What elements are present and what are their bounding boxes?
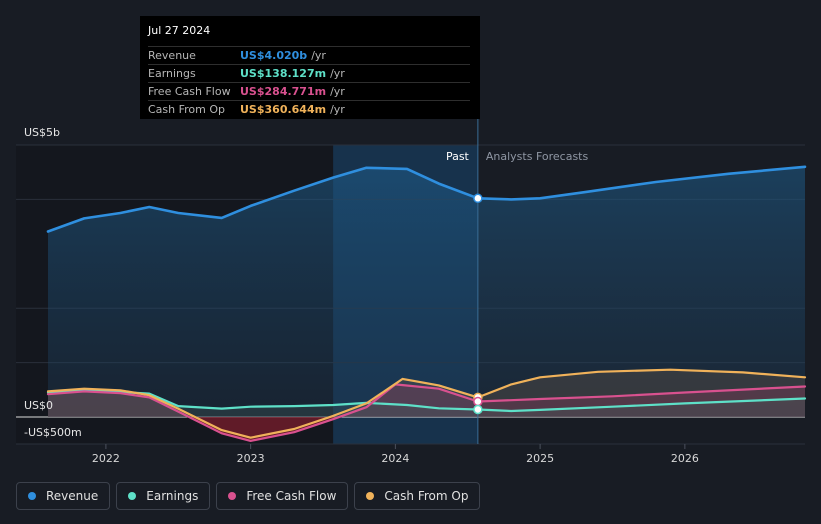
revenue-area (48, 166, 805, 417)
tooltip-value: US$284.771m (240, 85, 327, 98)
forecast-label: Analysts Forecasts (486, 150, 589, 163)
tooltip-label: Earnings (148, 67, 196, 80)
legend: Revenue Earnings Free Cash Flow Cash Fro… (16, 482, 481, 510)
tooltip-row-cash-from-op: Cash From Op US$360.644m /yr (148, 100, 470, 118)
tooltip-unit: /yr (330, 103, 345, 116)
series-marker-free-cash-flow (473, 396, 483, 407)
legend-label: Free Cash Flow (246, 489, 337, 503)
y-tick-label: -US$500m (24, 426, 82, 439)
tooltip-unit: /yr (311, 49, 326, 62)
tooltip-value: US$4.020b (240, 49, 308, 62)
revenue-line (46, 165, 807, 233)
cash-from-op-line (46, 368, 807, 439)
free-cash-flow-line (46, 383, 807, 442)
tooltip-value: US$138.127m (240, 67, 327, 80)
tooltip-value: US$360.644m (240, 103, 327, 116)
x-tick-label: 2023 (237, 452, 265, 465)
x-tick-label: 2022 (92, 452, 120, 465)
tooltip-date: Jul 27 2024 (148, 24, 211, 37)
data-tooltip: Jul 27 2024 Revenue US$4.020b /yr Earnin… (140, 16, 480, 119)
series-marker-revenue (473, 193, 483, 204)
tooltip-row-earnings: Earnings US$138.127m /yr (148, 64, 470, 82)
tooltip-row-free-cash-flow: Free Cash Flow US$284.771m /yr (148, 82, 470, 100)
cash-from-op-area (48, 369, 805, 417)
free-cash-flow-area (48, 384, 805, 417)
legend-dot-icon (366, 492, 375, 500)
past-label: Past (446, 150, 470, 163)
legend-dot-icon (28, 492, 36, 500)
tooltip-unit: /yr (330, 85, 345, 98)
tooltip-row-revenue: Revenue US$4.020b /yr (148, 46, 470, 64)
tooltip-unit: /yr (330, 67, 345, 80)
legend-dot-icon (228, 492, 237, 500)
chart-canvas: Past Analysts Forecasts US$5b US$0 -US$500m 2… (16, 119, 807, 465)
x-tick-label: 2026 (671, 452, 699, 465)
legend-label: Earnings (146, 489, 199, 503)
x-tick-label: 2025 (526, 452, 554, 465)
tooltip-label: Cash From Op (148, 103, 226, 116)
tooltip-label: Revenue (148, 49, 196, 62)
legend-label: Revenue (46, 489, 99, 503)
legend-label: Cash From Op (384, 489, 469, 503)
series-marker-earnings (473, 404, 483, 415)
legend-item-free-cash-flow[interactable]: Free Cash Flow (216, 482, 349, 510)
tooltip-label: Free Cash Flow (148, 85, 231, 98)
x-tick-label: 2024 (381, 452, 409, 465)
legend-item-cash-from-op[interactable]: Cash From Op (354, 482, 481, 510)
earnings-area (48, 389, 805, 417)
y-tick-label: US$0 (24, 399, 53, 412)
y-tick-label: US$5b (24, 126, 60, 139)
legend-item-revenue[interactable]: Revenue (16, 482, 111, 510)
legend-dot-icon (128, 492, 137, 500)
legend-item-earnings[interactable]: Earnings (116, 482, 211, 510)
